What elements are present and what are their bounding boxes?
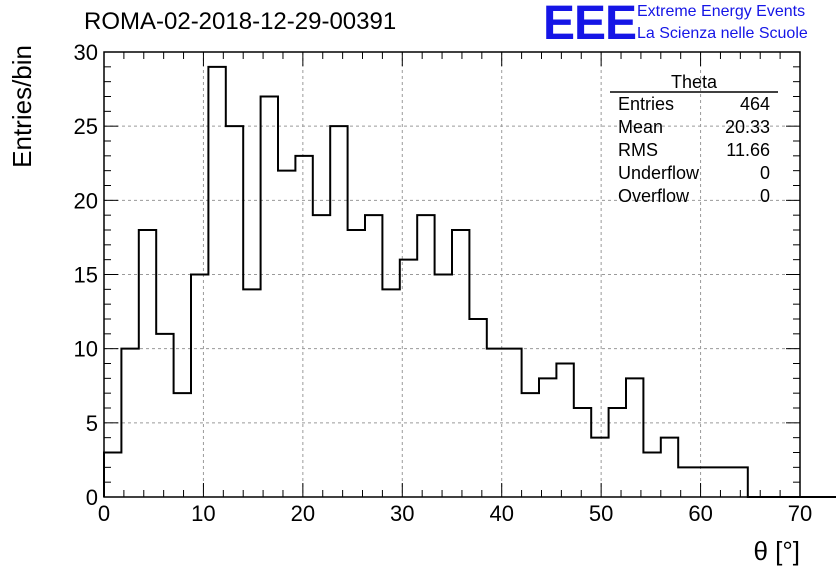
histogram-outline [103, 65, 836, 498]
x-tick-label: 60 [688, 501, 712, 526]
histogram-bin [417, 215, 434, 497]
stats-row-label: Entries [618, 94, 674, 114]
axis-ticks [103, 51, 801, 498]
histogram-bin [208, 67, 225, 497]
histogram-bin [121, 349, 138, 497]
x-tick-label: 30 [390, 501, 414, 526]
histogram-bin [139, 230, 156, 497]
histogram-bin [174, 393, 191, 497]
stats-row-value: 0 [760, 186, 770, 206]
histogram-bin [643, 453, 660, 498]
y-tick-label: 10 [74, 337, 98, 362]
histogram-bin [104, 453, 121, 498]
histogram-series [103, 65, 836, 498]
histogram-bin [730, 467, 747, 497]
histogram-bin [539, 378, 556, 497]
histogram-bin [487, 349, 504, 497]
histogram-bin [156, 334, 173, 497]
histogram-bin [348, 230, 365, 497]
histogram-bin [278, 171, 295, 497]
logo-line-1: Extreme Energy Events [637, 3, 806, 20]
histogram-bin [382, 289, 399, 497]
histogram-bin [261, 97, 278, 498]
histogram-bin [574, 408, 591, 497]
stats-row-label: RMS [618, 140, 658, 160]
x-tick-label: 50 [589, 501, 613, 526]
histogram-bin [365, 215, 382, 497]
y-axis-title: Entries/bin [7, 45, 37, 168]
eee-logo: EEE [543, 0, 637, 50]
histogram-bin [400, 260, 417, 497]
stats-title: Theta [671, 72, 718, 92]
histogram-bin [191, 275, 208, 498]
logo-line-2: La Scienza nelle Scuole [637, 25, 808, 42]
histogram-bin [330, 126, 347, 497]
stats-row-label: Mean [618, 117, 663, 137]
histogram-bin [295, 156, 312, 497]
x-tick-label: 40 [489, 501, 513, 526]
y-tick-label: 25 [74, 114, 98, 139]
histogram-bin [313, 215, 330, 497]
x-tick-label: 0 [98, 501, 110, 526]
x-tick-label: 70 [788, 501, 812, 526]
y-tick-label: 0 [86, 485, 98, 510]
histogram-bin [469, 319, 486, 497]
histogram-bin [626, 378, 643, 497]
histogram-bin [591, 438, 608, 497]
stats-row-label: Overflow [618, 186, 690, 206]
stats-row-value: 0 [760, 163, 770, 183]
y-tick-label: 15 [74, 263, 98, 288]
histogram-bin [661, 438, 678, 497]
histogram-bin [609, 408, 626, 497]
y-tick-label: 20 [74, 188, 98, 213]
histogram-bin [696, 467, 713, 497]
tick-labels: 0 10 20 30 40 50 60 70 0 5 10 15 20 25 30 [74, 40, 813, 526]
histogram-bin [556, 364, 573, 498]
histogram-bin [522, 393, 539, 497]
histogram-bin [504, 349, 521, 497]
histogram-bin [226, 126, 243, 497]
stats-row-value: 464 [740, 94, 770, 114]
x-tick-label: 10 [191, 501, 215, 526]
stats-row-label: Underflow [618, 163, 700, 183]
histogram-bin [435, 275, 452, 498]
histogram-bin [713, 467, 730, 497]
x-tick-label: 20 [291, 501, 315, 526]
x-axis-title: θ [°] [753, 536, 800, 566]
stats-row-value: 20.33 [725, 117, 770, 137]
histogram-bin [452, 230, 469, 497]
stats-row-value: 11.66 [726, 140, 770, 160]
y-tick-label: 5 [86, 411, 98, 436]
histogram-bin [243, 289, 260, 497]
chart-title: ROMA-02-2018-12-29-00391 [84, 8, 397, 35]
y-tick-label: 30 [74, 40, 98, 65]
